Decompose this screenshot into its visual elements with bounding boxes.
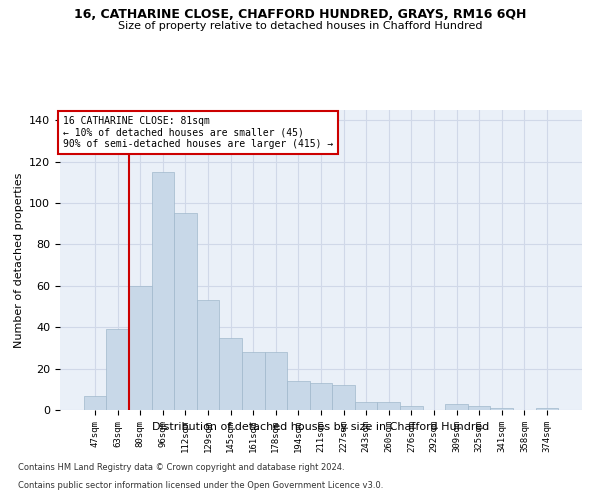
Bar — [242, 352, 265, 410]
Bar — [468, 406, 490, 410]
Text: Distribution of detached houses by size in Chafford Hundred: Distribution of detached houses by size … — [152, 422, 490, 432]
Bar — [445, 404, 468, 410]
Text: Size of property relative to detached houses in Chafford Hundred: Size of property relative to detached ho… — [118, 21, 482, 31]
Text: 16 CATHARINE CLOSE: 81sqm
← 10% of detached houses are smaller (45)
90% of semi-: 16 CATHARINE CLOSE: 81sqm ← 10% of detac… — [62, 116, 333, 149]
Bar — [310, 383, 332, 410]
Y-axis label: Number of detached properties: Number of detached properties — [14, 172, 23, 348]
Bar — [287, 381, 310, 410]
Text: Contains public sector information licensed under the Open Government Licence v3: Contains public sector information licen… — [18, 481, 383, 490]
Text: 16, CATHARINE CLOSE, CHAFFORD HUNDRED, GRAYS, RM16 6QH: 16, CATHARINE CLOSE, CHAFFORD HUNDRED, G… — [74, 8, 526, 20]
Bar — [129, 286, 152, 410]
Bar — [220, 338, 242, 410]
Bar — [106, 330, 129, 410]
Bar — [84, 396, 106, 410]
Bar — [400, 406, 422, 410]
Text: Contains HM Land Registry data © Crown copyright and database right 2024.: Contains HM Land Registry data © Crown c… — [18, 464, 344, 472]
Bar — [174, 214, 197, 410]
Bar — [332, 385, 355, 410]
Bar — [355, 402, 377, 410]
Bar — [265, 352, 287, 410]
Bar — [490, 408, 513, 410]
Bar — [377, 402, 400, 410]
Bar — [536, 408, 558, 410]
Bar — [197, 300, 220, 410]
Bar — [152, 172, 174, 410]
